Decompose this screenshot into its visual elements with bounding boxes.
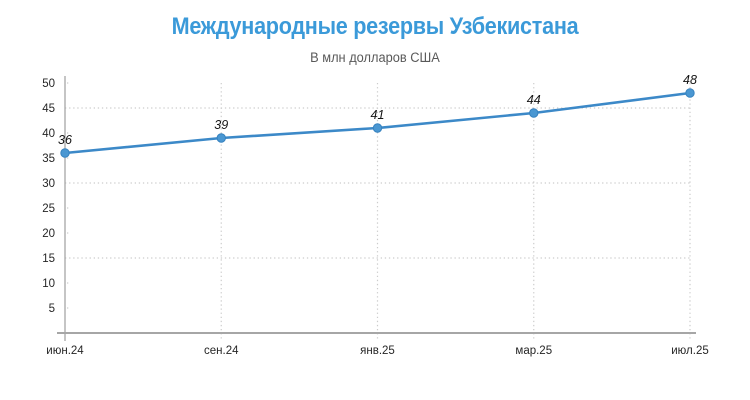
x-axis-label: июл.25 [671, 345, 709, 357]
y-axis-label: 10 [42, 278, 55, 290]
y-axis-label: 20 [42, 228, 55, 240]
x-axis-label: сен.24 [204, 345, 239, 357]
y-axis-label: 35 [42, 153, 55, 165]
data-point-marker [372, 123, 383, 133]
data-series-line [63, 91, 692, 155]
x-axis-label: мар.25 [515, 345, 552, 357]
x-axis-label: янв.25 [360, 345, 395, 357]
data-point-label: 41 [371, 108, 385, 122]
data-point-label: 36 [58, 133, 72, 147]
data-point-marker [529, 108, 539, 118]
data-point-marker [216, 133, 226, 143]
data-point-marker [685, 88, 695, 98]
data-point-label: 39 [214, 118, 228, 132]
data-point-marker [60, 148, 70, 158]
data-point-label: 48 [683, 73, 697, 87]
y-axis-label: 40 [42, 128, 55, 140]
y-axis-label: 25 [42, 203, 55, 215]
y-axis-label: 5 [49, 303, 55, 315]
y-axis-label: 50 [42, 78, 55, 90]
y-axis-label: 30 [42, 178, 55, 190]
data-point-label: 44 [527, 93, 541, 107]
chart-subtitle: В млн долларов США [310, 50, 440, 65]
chart-title: Международные резервы Узбекистана [171, 13, 579, 40]
x-axis-label: июн.24 [46, 345, 84, 357]
y-axis-label: 45 [42, 103, 55, 115]
y-axis-label: 15 [42, 253, 55, 265]
